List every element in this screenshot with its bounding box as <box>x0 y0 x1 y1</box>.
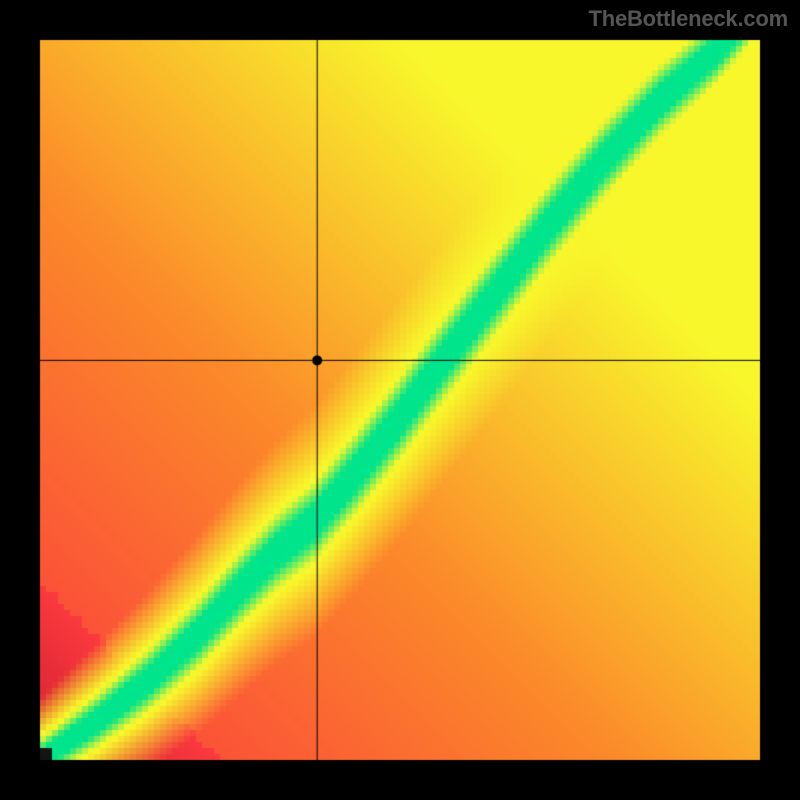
bottleneck-heatmap <box>0 0 800 800</box>
watermark-text: TheBottleneck.com <box>588 6 788 32</box>
